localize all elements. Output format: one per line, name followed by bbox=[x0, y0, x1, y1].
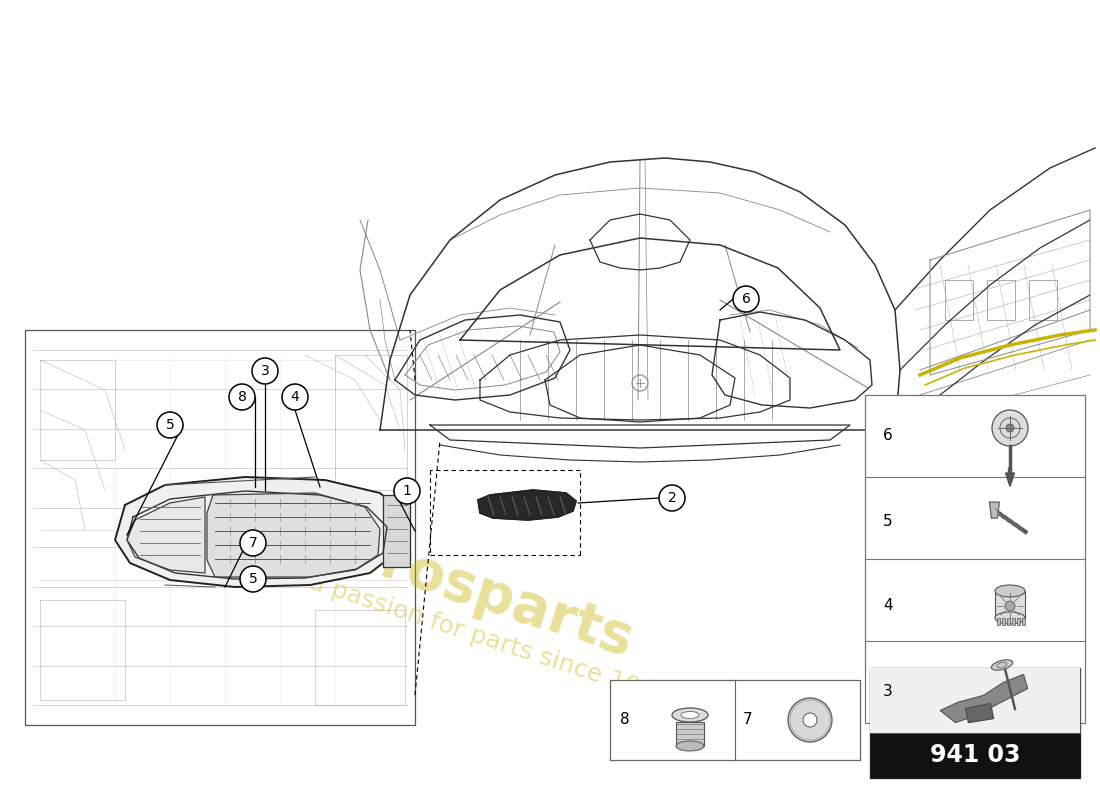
Ellipse shape bbox=[676, 741, 704, 751]
Text: 8: 8 bbox=[620, 713, 629, 727]
Ellipse shape bbox=[991, 660, 1013, 670]
Text: 7: 7 bbox=[742, 713, 752, 727]
Circle shape bbox=[1006, 424, 1014, 432]
Text: 6: 6 bbox=[883, 429, 893, 443]
Polygon shape bbox=[207, 493, 380, 577]
Bar bbox=[987, 280, 1015, 320]
Circle shape bbox=[252, 358, 278, 384]
Bar bbox=[25, 330, 415, 725]
Text: 5: 5 bbox=[249, 572, 257, 586]
Polygon shape bbox=[383, 495, 410, 567]
Text: 2: 2 bbox=[668, 491, 676, 505]
Bar bbox=[870, 668, 1080, 733]
Text: 1: 1 bbox=[403, 484, 411, 498]
Text: 8: 8 bbox=[238, 390, 246, 404]
Circle shape bbox=[1005, 601, 1015, 611]
Ellipse shape bbox=[803, 713, 817, 727]
Text: 941 03: 941 03 bbox=[930, 743, 1021, 767]
Polygon shape bbox=[989, 502, 1000, 518]
Text: a passion for parts since 1998: a passion for parts since 1998 bbox=[307, 570, 673, 710]
Bar bbox=[610, 680, 860, 760]
Bar bbox=[870, 668, 1080, 778]
Polygon shape bbox=[126, 497, 205, 573]
Text: 5: 5 bbox=[166, 418, 175, 432]
Bar bbox=[1018, 618, 1020, 625]
Bar bbox=[945, 280, 974, 320]
Bar bbox=[1022, 618, 1025, 625]
Bar bbox=[676, 722, 704, 746]
Polygon shape bbox=[116, 477, 405, 587]
Ellipse shape bbox=[996, 612, 1025, 624]
Circle shape bbox=[394, 478, 420, 504]
Bar bbox=[865, 395, 1085, 723]
Bar bbox=[870, 733, 1080, 778]
Bar bbox=[1028, 280, 1057, 320]
Polygon shape bbox=[478, 490, 576, 520]
FancyArrow shape bbox=[1005, 468, 1014, 486]
Text: 3: 3 bbox=[261, 364, 270, 378]
Circle shape bbox=[659, 485, 685, 511]
Circle shape bbox=[229, 384, 255, 410]
Circle shape bbox=[240, 566, 266, 592]
Text: eurosparts: eurosparts bbox=[300, 512, 640, 668]
Polygon shape bbox=[966, 703, 993, 722]
Text: 4: 4 bbox=[883, 598, 892, 614]
Ellipse shape bbox=[788, 698, 832, 742]
Ellipse shape bbox=[681, 711, 698, 718]
Bar bbox=[1002, 618, 1005, 625]
Circle shape bbox=[240, 530, 266, 556]
Bar bbox=[997, 618, 1000, 625]
Polygon shape bbox=[940, 674, 1027, 722]
Text: 5: 5 bbox=[883, 514, 892, 529]
Bar bbox=[1006, 618, 1010, 625]
Text: 3: 3 bbox=[883, 683, 893, 698]
Bar bbox=[996, 591, 1025, 618]
Circle shape bbox=[282, 384, 308, 410]
Circle shape bbox=[157, 412, 183, 438]
Ellipse shape bbox=[672, 708, 708, 722]
Text: 6: 6 bbox=[741, 292, 750, 306]
Ellipse shape bbox=[996, 585, 1025, 597]
Circle shape bbox=[733, 286, 759, 312]
Bar bbox=[1012, 618, 1015, 625]
Text: 4: 4 bbox=[290, 390, 299, 404]
Circle shape bbox=[992, 410, 1028, 446]
Text: 7: 7 bbox=[249, 536, 257, 550]
